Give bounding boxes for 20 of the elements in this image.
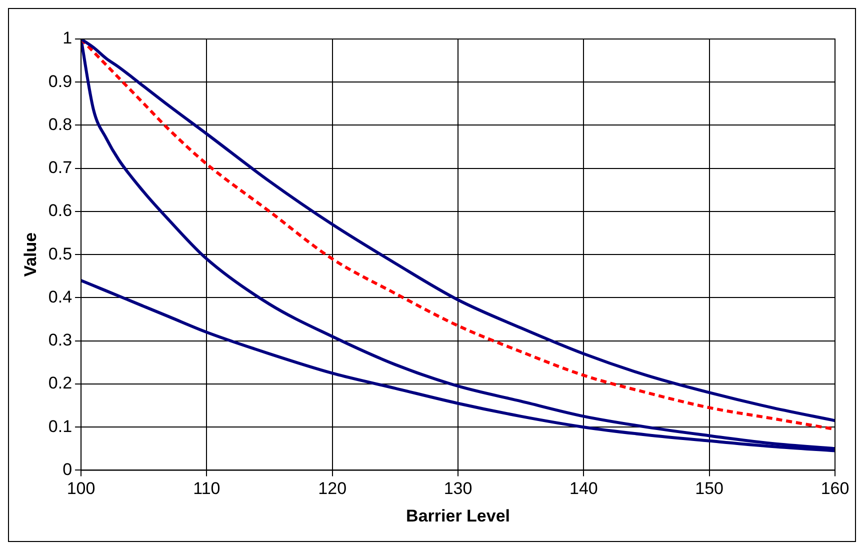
y-tick-label: 0.7 [48, 158, 72, 178]
y-tick-label: 0.4 [48, 287, 72, 306]
y-tick-label: 0.5 [48, 244, 72, 264]
y-tick-label: 0.3 [48, 330, 72, 350]
y-tick-label: 0 [62, 460, 72, 479]
y-tick-label: 0.1 [48, 416, 72, 436]
x-tick-label: 160 [820, 479, 850, 498]
x-tick-label: 130 [444, 479, 472, 498]
y-tick-label: 0.9 [48, 72, 72, 91]
x-tick-label: 110 [193, 479, 220, 498]
x-tick-label: 150 [695, 479, 724, 498]
y-axis-title: Value [20, 232, 40, 277]
x-tick-label: 140 [569, 479, 598, 498]
x-tick-label: 120 [318, 479, 347, 498]
y-tick-label: 0.8 [48, 114, 72, 134]
y-tick-label: 0.6 [48, 201, 72, 220]
y-tick-label: 0.2 [48, 374, 72, 393]
y-tick-label: 1 [62, 28, 72, 48]
x-axis-title: Barrier Level [406, 506, 510, 526]
x-tick-label: 100 [66, 479, 96, 498]
